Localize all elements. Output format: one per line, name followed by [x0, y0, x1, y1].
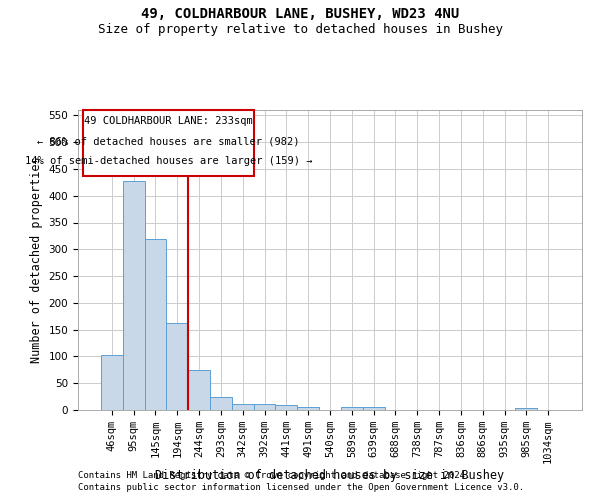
- Bar: [101, 355, 123, 410]
- Bar: [232, 404, 254, 410]
- Y-axis label: Number of detached properties: Number of detached properties: [30, 156, 43, 364]
- Text: Size of property relative to detached houses in Bushey: Size of property relative to detached ho…: [97, 22, 503, 36]
- Text: 49, COLDHARBOUR LANE, BUSHEY, WD23 4NU: 49, COLDHARBOUR LANE, BUSHEY, WD23 4NU: [141, 8, 459, 22]
- X-axis label: Distribution of detached houses by size in Bushey: Distribution of detached houses by size …: [155, 469, 505, 482]
- Bar: [363, 408, 385, 410]
- Bar: [275, 404, 297, 410]
- Bar: [210, 396, 232, 410]
- FancyBboxPatch shape: [83, 110, 254, 176]
- Bar: [341, 408, 363, 410]
- Bar: [515, 408, 537, 410]
- Bar: [123, 180, 145, 410]
- Text: 14% of semi-detached houses are larger (159) →: 14% of semi-detached houses are larger (…: [25, 156, 313, 166]
- Bar: [145, 238, 166, 410]
- Text: ← 86% of detached houses are smaller (982): ← 86% of detached houses are smaller (98…: [37, 137, 300, 147]
- Bar: [188, 370, 210, 410]
- Text: Contains public sector information licensed under the Open Government Licence v3: Contains public sector information licen…: [78, 484, 524, 492]
- Bar: [297, 407, 319, 410]
- Text: Contains HM Land Registry data © Crown copyright and database right 2024.: Contains HM Land Registry data © Crown c…: [78, 471, 470, 480]
- Text: 49 COLDHARBOUR LANE: 233sqm: 49 COLDHARBOUR LANE: 233sqm: [85, 116, 253, 126]
- Bar: [254, 404, 275, 410]
- Bar: [166, 322, 188, 410]
